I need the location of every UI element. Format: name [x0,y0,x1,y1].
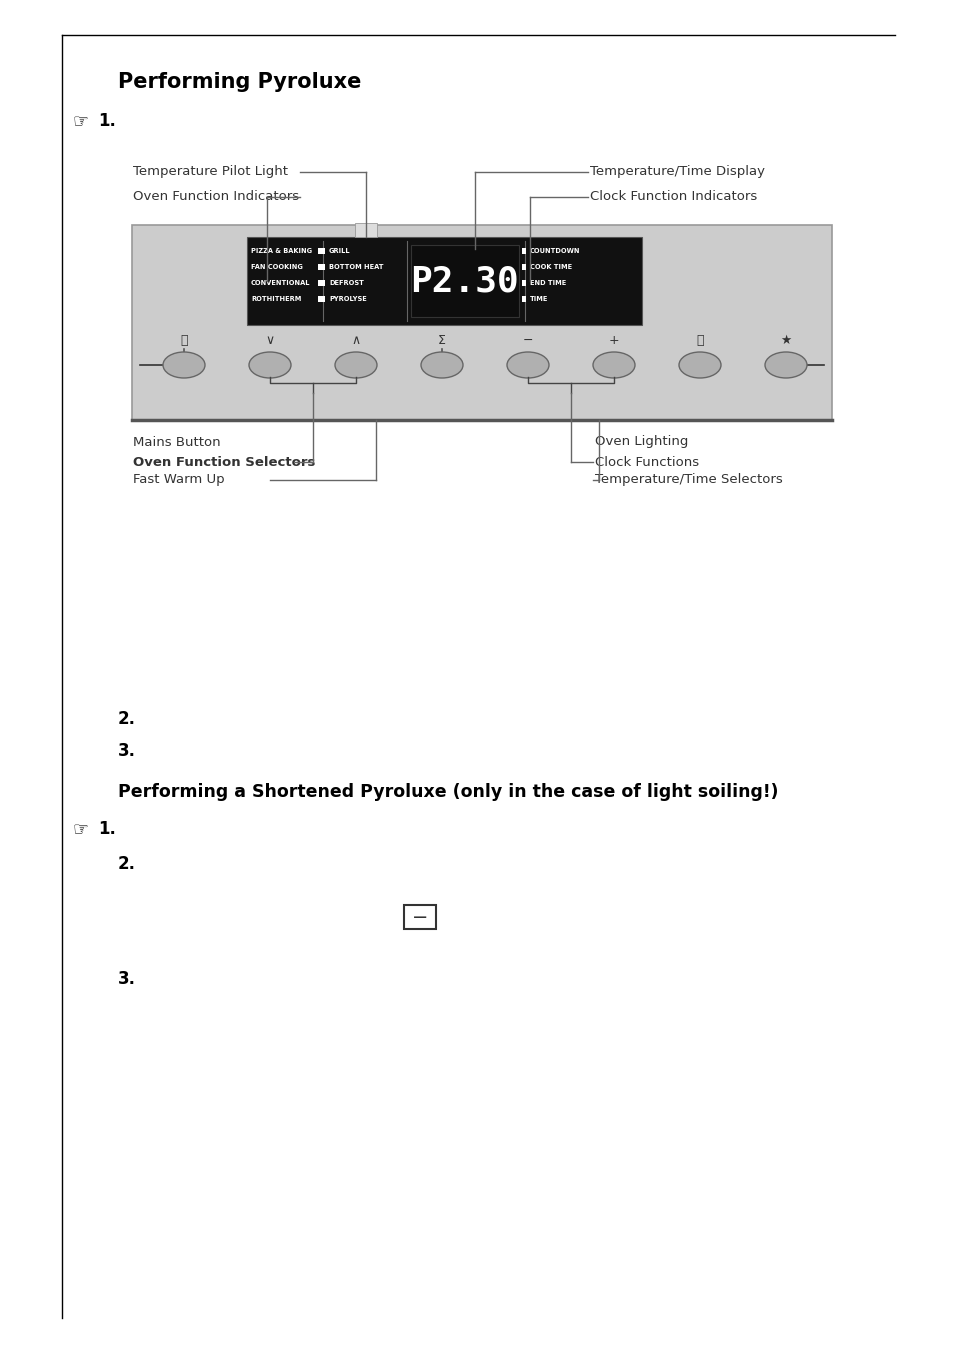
Text: Performing a Shortened Pyroluxe (only in the case of light soiling!): Performing a Shortened Pyroluxe (only in… [118,783,778,800]
Text: Temperature/Time Selectors: Temperature/Time Selectors [595,473,781,487]
Text: 3.: 3. [118,742,136,760]
Bar [320,247,325,254]
Text: Mains Button: Mains Button [132,435,220,449]
Text: Oven Lighting: Oven Lighting [595,435,688,449]
Text: ★: ★ [780,334,791,346]
Bar [317,264,322,270]
Bar [247,237,641,324]
Text: DEFROST: DEFROST [329,280,363,287]
Ellipse shape [420,352,462,379]
Bar [320,264,325,270]
Bar [521,247,525,254]
Bar [521,296,525,301]
Text: CONVENTIONAL: CONVENTIONAL [251,280,310,287]
Bar [317,280,322,287]
Text: P2.30: P2.30 [410,264,518,297]
Ellipse shape [506,352,548,379]
Bar [521,280,525,287]
Text: END TIME: END TIME [530,280,566,287]
Text: 1.: 1. [98,112,115,130]
Text: −: − [412,907,428,926]
Text: Oven Function Indicators: Oven Function Indicators [132,191,299,204]
Text: PIZZA & BAKING: PIZZA & BAKING [251,247,312,254]
Text: FAN COOKING: FAN COOKING [251,264,302,270]
Text: Temperature/Time Display: Temperature/Time Display [589,165,764,178]
Text: ∨: ∨ [265,334,274,346]
Bar [521,264,525,270]
Text: +: + [608,334,618,346]
Bar [317,296,322,301]
Text: ⓘ: ⓘ [180,334,188,346]
Bar [355,223,376,237]
Ellipse shape [593,352,635,379]
Text: 3.: 3. [118,969,136,988]
Bar [403,904,436,929]
Text: ROTHITHERM: ROTHITHERM [251,296,301,301]
Ellipse shape [163,352,205,379]
Text: GRILL: GRILL [329,247,351,254]
Text: 1.: 1. [98,821,115,838]
Bar [132,224,831,420]
Text: COUNTDOWN: COUNTDOWN [530,247,579,254]
Text: Performing Pyroluxe: Performing Pyroluxe [118,72,361,92]
Text: PYROLYSE: PYROLYSE [329,296,366,301]
Bar [320,296,325,301]
Text: Fast Warm Up: Fast Warm Up [132,473,224,487]
Text: COOK TIME: COOK TIME [530,264,572,270]
Text: BOTTOM HEAT: BOTTOM HEAT [329,264,383,270]
Text: TIME: TIME [530,296,548,301]
Text: Clock Functions: Clock Functions [595,456,699,469]
Bar [320,280,325,287]
Text: Clock Function Indicators: Clock Function Indicators [589,191,757,204]
Text: Σ: Σ [437,334,445,346]
Text: ∧: ∧ [351,334,360,346]
Ellipse shape [335,352,376,379]
Text: −: − [522,334,533,346]
Bar [411,245,518,316]
Text: ☞: ☞ [71,112,88,130]
Text: ☞: ☞ [71,821,88,838]
Text: ⌛: ⌛ [696,334,703,346]
Bar [317,247,322,254]
Ellipse shape [764,352,806,379]
Text: 2.: 2. [118,854,136,873]
Text: Temperature Pilot Light: Temperature Pilot Light [132,165,288,178]
Text: Oven Function Selectors: Oven Function Selectors [132,456,315,469]
Text: 2.: 2. [118,710,136,727]
Ellipse shape [679,352,720,379]
Ellipse shape [249,352,291,379]
